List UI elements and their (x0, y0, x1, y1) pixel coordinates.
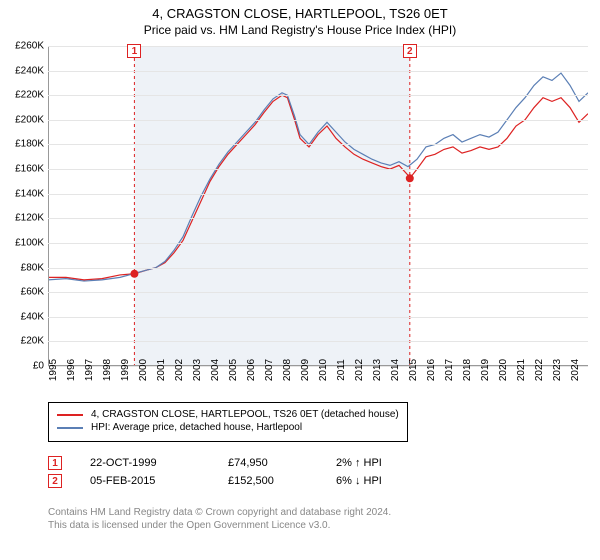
y-tick-label: £80K (21, 262, 44, 273)
transaction-date: 22-OCT-1999 (90, 457, 200, 469)
gridline (48, 268, 588, 269)
x-tick-label: 2001 (156, 359, 167, 381)
legend: 4, CRAGSTON CLOSE, HARTLEPOOL, TS26 0ET … (48, 402, 408, 442)
marker-label-box: 2 (403, 44, 417, 58)
transaction-delta: 2% ↑ HPI (336, 457, 456, 469)
titles: 4, CRAGSTON CLOSE, HARTLEPOOL, TS26 0ET … (0, 0, 600, 37)
x-tick-label: 2010 (318, 359, 329, 381)
y-tick-label: £260K (15, 41, 44, 52)
legend-label: 4, CRAGSTON CLOSE, HARTLEPOOL, TS26 0ET … (91, 409, 399, 420)
x-tick-label: 2013 (372, 359, 383, 381)
marker-label-box: 1 (127, 44, 141, 58)
y-tick-label: £60K (21, 287, 44, 298)
gridline (48, 292, 588, 293)
x-tick-label: 2009 (300, 359, 311, 381)
legend-row: HPI: Average price, detached house, Hart… (57, 422, 399, 433)
x-tick-label: 2014 (390, 359, 401, 381)
x-tick-label: 2015 (408, 359, 419, 381)
y-tick-label: £0 (33, 361, 44, 372)
footer-line-2: This data is licensed under the Open Gov… (48, 519, 391, 532)
title-address: 4, CRAGSTON CLOSE, HARTLEPOOL, TS26 0ET (0, 6, 600, 21)
transaction-date: 05-FEB-2015 (90, 475, 200, 487)
transaction-price: £74,950 (228, 457, 308, 469)
gridline (48, 120, 588, 121)
gridline (48, 95, 588, 96)
y-tick-label: £120K (15, 213, 44, 224)
y-axis-line (48, 46, 49, 366)
gridline (48, 243, 588, 244)
x-tick-label: 2020 (498, 359, 509, 381)
legend-swatch (57, 427, 83, 429)
x-tick-label: 1999 (120, 359, 131, 381)
x-tick-label: 2008 (282, 359, 293, 381)
x-tick-label: 2018 (462, 359, 473, 381)
y-tick-label: £200K (15, 114, 44, 125)
title-subtitle: Price paid vs. HM Land Registry's House … (0, 23, 600, 37)
transactions-table: 1 22-OCT-1999 £74,950 2% ↑ HPI 2 05-FEB-2015 £… (48, 452, 456, 492)
x-tick-label: 2023 (552, 359, 563, 381)
transaction-price: £152,500 (228, 475, 308, 487)
y-tick-label: £180K (15, 139, 44, 150)
x-tick-label: 2012 (354, 359, 365, 381)
x-tick-label: 2006 (246, 359, 257, 381)
y-tick-label: £220K (15, 90, 44, 101)
transaction-row: 1 22-OCT-1999 £74,950 2% ↑ HPI (48, 456, 456, 470)
chart-svg (48, 46, 588, 366)
x-tick-label: 2011 (336, 359, 347, 381)
x-tick-label: 2005 (228, 359, 239, 381)
x-tick-label: 1997 (84, 359, 95, 381)
x-tick-label: 1995 (48, 359, 59, 381)
x-tick-label: 1998 (102, 359, 113, 381)
x-tick-label: 2024 (570, 359, 581, 381)
x-tick-label: 2000 (138, 359, 149, 381)
gridline (48, 317, 588, 318)
x-tick-label: 2004 (210, 359, 221, 381)
gridline (48, 194, 588, 195)
gridline (48, 71, 588, 72)
sale-dot (406, 174, 414, 182)
y-tick-label: £40K (21, 311, 44, 322)
legend-label: HPI: Average price, detached house, Hart… (91, 422, 302, 433)
legend-swatch (57, 414, 83, 416)
x-tick-label: 2003 (192, 359, 203, 381)
chart-plot-area: £0£20K£40K£60K£80K£100K£120K£140K£160K£1… (48, 46, 588, 366)
x-tick-label: 2021 (516, 359, 527, 381)
gridline (48, 218, 588, 219)
highlight-band (134, 46, 409, 366)
x-tick-label: 2016 (426, 359, 437, 381)
gridline (48, 341, 588, 342)
transaction-delta: 6% ↓ HPI (336, 475, 456, 487)
x-tick-label: 2017 (444, 359, 455, 381)
y-tick-label: £160K (15, 164, 44, 175)
footer-attribution: Contains HM Land Registry data © Crown c… (48, 506, 391, 532)
x-tick-label: 2019 (480, 359, 491, 381)
transaction-row: 2 05-FEB-2015 £152,500 6% ↓ HPI (48, 474, 456, 488)
y-tick-label: £140K (15, 188, 44, 199)
x-tick-label: 2022 (534, 359, 545, 381)
x-tick-label: 2007 (264, 359, 275, 381)
chart-container: 4, CRAGSTON CLOSE, HARTLEPOOL, TS26 0ET … (0, 0, 600, 560)
legend-row: 4, CRAGSTON CLOSE, HARTLEPOOL, TS26 0ET … (57, 409, 399, 420)
gridline (48, 144, 588, 145)
gridline (48, 169, 588, 170)
y-tick-label: £100K (15, 237, 44, 248)
x-tick-label: 2002 (174, 359, 185, 381)
x-tick-label: 1996 (66, 359, 77, 381)
y-tick-label: £240K (15, 65, 44, 76)
footer-line-1: Contains HM Land Registry data © Crown c… (48, 506, 391, 519)
transaction-marker: 1 (48, 456, 62, 470)
transaction-marker: 2 (48, 474, 62, 488)
sale-dot (130, 270, 138, 278)
y-tick-label: £20K (21, 336, 44, 347)
